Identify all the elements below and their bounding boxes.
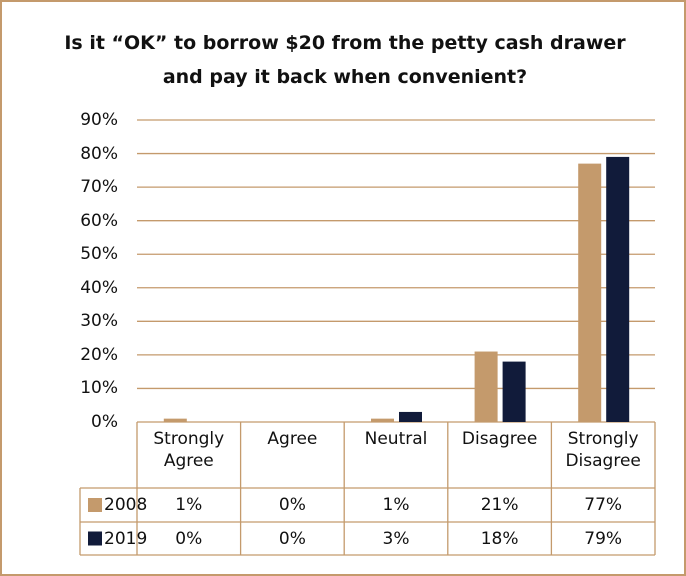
y-tick-label: 40%	[80, 277, 118, 298]
bar	[474, 351, 498, 422]
bar	[399, 411, 422, 422]
legend-swatch	[88, 498, 102, 512]
bar	[606, 156, 630, 422]
bar	[578, 163, 602, 422]
y-tick-label: 80%	[80, 143, 118, 164]
table-value: 0%	[278, 495, 306, 515]
table-value: 0%	[278, 528, 306, 549]
table-value: 3%	[382, 528, 410, 549]
y-tick-label: 90%	[80, 110, 118, 130]
x-tick-label: Strongly Disagree	[565, 429, 641, 471]
bar	[502, 361, 526, 422]
bar	[371, 418, 394, 422]
table-value: 21%	[480, 495, 519, 515]
x-tick-label: Strongly Agree	[153, 429, 225, 471]
table-value: 18%	[480, 528, 519, 549]
y-tick-label: 60%	[80, 210, 118, 231]
legend-swatch	[88, 531, 102, 546]
y-tick-label: 0%	[91, 412, 118, 432]
table-value: 77%	[584, 495, 623, 515]
table-value: 1%	[175, 495, 203, 515]
y-tick-label: 30%	[80, 311, 118, 332]
x-tick-label: Agree	[267, 429, 318, 449]
x-tick-label: Neutral	[364, 429, 428, 449]
table-value: 0%	[175, 528, 203, 549]
y-tick-label: 10%	[80, 378, 118, 399]
chart-title: Is it “OK” to borrow $20 from the petty …	[64, 32, 626, 88]
table-value: 79%	[584, 528, 623, 549]
y-tick-label: 20%	[80, 344, 118, 365]
y-tick-label: 70%	[80, 177, 118, 198]
table-value: 1%	[382, 495, 410, 515]
bar	[163, 418, 187, 422]
legend-label: 2019	[104, 528, 148, 549]
y-tick-label: 50%	[80, 244, 118, 265]
x-tick-label: Disagree	[461, 429, 538, 449]
legend-label: 2008	[104, 495, 148, 515]
